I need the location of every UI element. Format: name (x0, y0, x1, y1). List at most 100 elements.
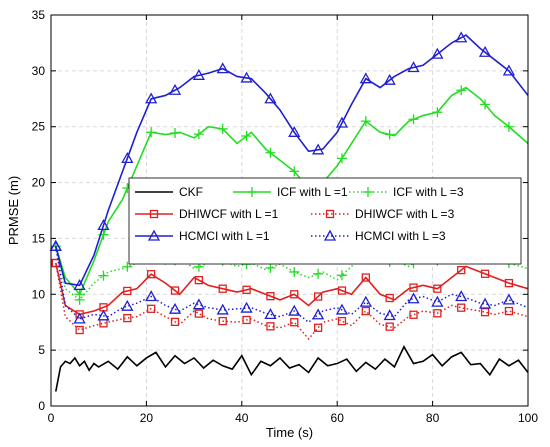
data-point-marker (432, 107, 443, 118)
legend-entry: HCMCI with L =3 (311, 229, 446, 243)
data-point-marker (384, 129, 395, 140)
legend-label: DHIWCF with L =1 (179, 207, 279, 221)
data-point-marker (337, 316, 347, 326)
plot-frame (50, 14, 529, 407)
data-point-marker (361, 306, 370, 316)
data-point-marker (480, 99, 491, 110)
data-point-marker (289, 166, 300, 177)
data-point-marker (335, 116, 349, 128)
legend-marker (247, 187, 257, 197)
series-6 (49, 239, 529, 324)
data-point-marker (478, 297, 492, 309)
data-point-marker (218, 316, 227, 326)
y-tick-label: 35 (32, 8, 46, 22)
legend-entry: CKF (135, 185, 203, 199)
legend-label: HCMCI with L =3 (355, 229, 446, 243)
legend-marker (363, 187, 373, 197)
data-point-marker (49, 239, 62, 251)
series-5 (49, 31, 529, 290)
y-tick-label: 10 (32, 287, 46, 301)
data-point-marker (288, 304, 301, 316)
data-point-marker (194, 309, 204, 318)
legend-label: HCMCI with L =1 (179, 229, 270, 243)
series-line (54, 34, 529, 287)
data-point-marker (407, 61, 420, 73)
data-point-marker (504, 278, 514, 288)
data-point-marker (457, 265, 466, 275)
data-point-marker (216, 303, 229, 315)
data-point-marker (290, 290, 299, 299)
data-point-marker (147, 304, 156, 313)
data-point-marker (409, 310, 418, 319)
series-line (55, 262, 529, 341)
data-point-marker (266, 291, 275, 301)
data-point-marker (457, 303, 466, 312)
data-point-marker (383, 309, 396, 321)
data-point-marker (455, 31, 468, 43)
data-point-marker (264, 308, 277, 320)
legend-entry: DHIWCF with L =3 (311, 207, 455, 221)
data-point-marker (480, 269, 490, 278)
series-line (54, 262, 529, 316)
legend-box (128, 177, 522, 265)
data-point-marker (74, 294, 85, 305)
data-point-marker (360, 116, 371, 127)
data-point-marker (265, 262, 276, 273)
data-point-marker (385, 293, 394, 303)
data-point-marker (264, 92, 277, 104)
data-point-marker (51, 258, 60, 268)
data-point-marker (408, 114, 419, 125)
series-4 (51, 258, 529, 341)
series-layer (49, 31, 529, 392)
x-axis-label: Time (s) (266, 425, 313, 440)
legend-marker (325, 209, 335, 219)
data-point-marker (170, 128, 181, 139)
data-point-marker (123, 313, 132, 323)
x-tick-label: 40 (235, 411, 249, 425)
data-point-marker (409, 283, 418, 292)
data-point-marker (433, 309, 442, 318)
data-point-marker (361, 273, 370, 282)
x-tick-label: 20 (140, 411, 154, 425)
data-point-marker (336, 270, 347, 281)
data-point-marker (241, 131, 252, 142)
x-tick-label: 0 (48, 411, 55, 425)
y-tick-label: 30 (32, 64, 46, 78)
legend: CKF ICF with L =1 ICF with L =3 DHIWCF with… (128, 177, 522, 265)
data-point-marker (123, 286, 132, 296)
data-point-marker (194, 275, 204, 285)
x-tick-label: 80 (426, 411, 440, 425)
data-point-marker (147, 270, 156, 279)
data-point-marker (290, 318, 299, 327)
y-tick-label: 0 (38, 399, 45, 413)
legend-entry: ICF with L =3 (349, 185, 464, 199)
data-point-marker (502, 293, 516, 305)
y-axis-label: PRMSE (m) (6, 176, 21, 245)
data-point-marker (97, 219, 110, 231)
data-point-marker (266, 322, 275, 331)
data-point-marker (383, 73, 396, 85)
legend-entry: HCMCI with L =1 (135, 229, 270, 243)
data-point-marker (502, 64, 516, 76)
data-point-marker (335, 303, 349, 315)
data-point-marker (455, 290, 468, 302)
data-point-marker (265, 147, 276, 158)
data-point-marker (312, 143, 325, 155)
data-point-marker (359, 295, 372, 307)
data-point-marker (218, 284, 227, 293)
data-point-marker (217, 123, 228, 134)
series-3 (51, 258, 529, 319)
data-point-marker (170, 317, 180, 326)
data-point-marker (478, 45, 492, 57)
data-point-marker (431, 47, 444, 59)
data-point-marker (121, 152, 134, 164)
data-point-marker (312, 308, 325, 320)
data-point-marker (407, 292, 420, 304)
legend-entry: DHIWCF with L =1 (135, 207, 279, 221)
data-point-marker (313, 323, 323, 332)
legend-entry: ICF with L =1 (233, 185, 348, 199)
data-point-marker (337, 286, 347, 295)
y-tick-label: 5 (38, 343, 45, 357)
data-point-marker (433, 284, 442, 293)
legend-label: DHIWCF with L =3 (355, 207, 455, 221)
